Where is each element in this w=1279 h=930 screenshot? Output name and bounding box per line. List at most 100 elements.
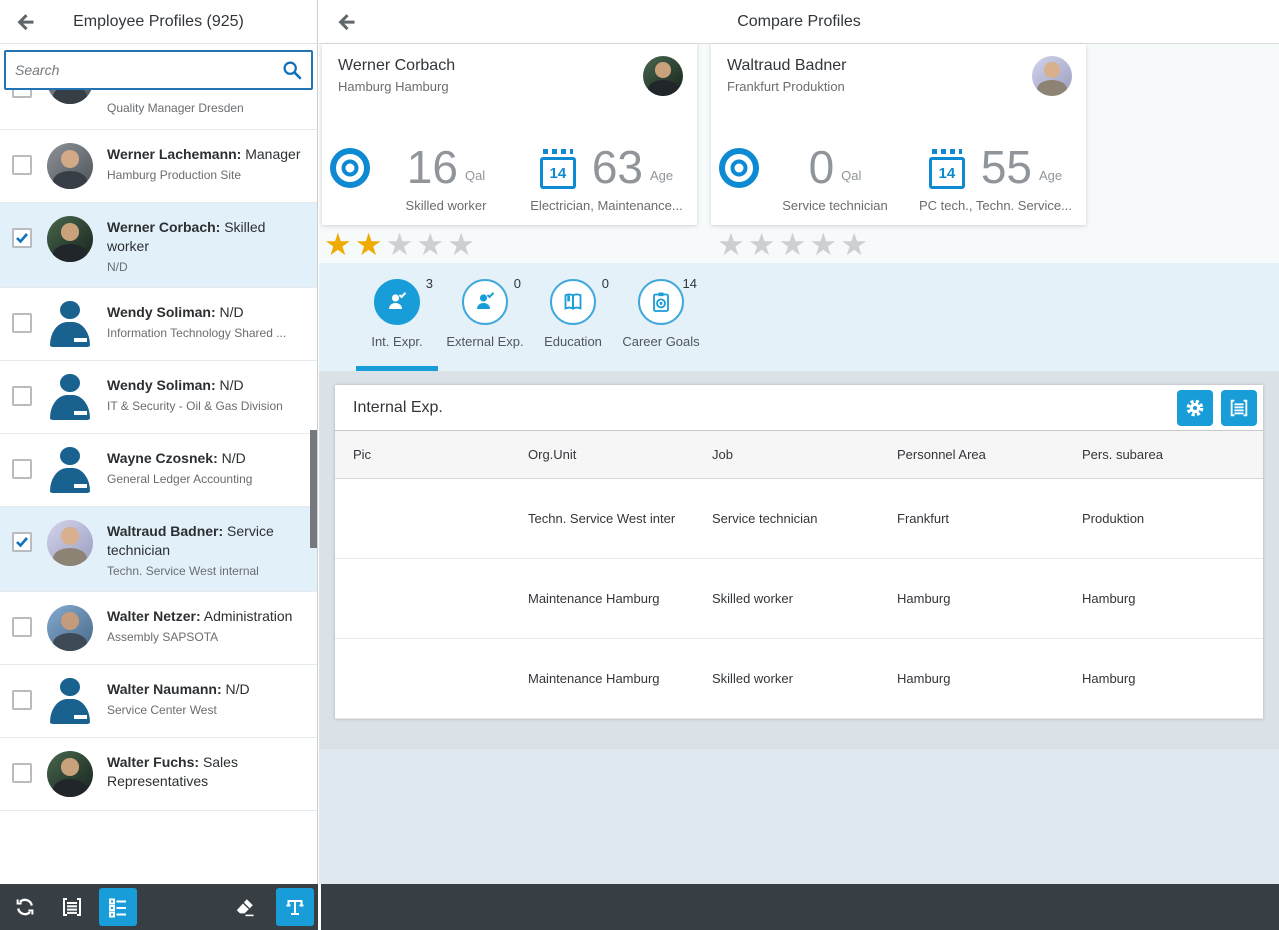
- compare-profiles-panel: Compare Profiles Werner Corbach Hamburg …: [319, 0, 1279, 884]
- list-item[interactable]: Wendy Soliman: N/D Information Technolog…: [0, 288, 317, 361]
- back-arrow-icon: [13, 10, 37, 34]
- table-row[interactable]: Techn. Service West inter Service techni…: [335, 479, 1263, 559]
- qualification-caption: Service technician: [782, 198, 888, 213]
- profile-name: Werner Corbach: [338, 57, 681, 75]
- table-row[interactable]: Maintenance Hamburg Skilled worker Hambu…: [335, 559, 1263, 639]
- employee-name: Walter Naumann:: [107, 681, 222, 697]
- avatar: [47, 216, 93, 262]
- age-unit: Age: [650, 168, 673, 183]
- checkbox[interactable]: [12, 617, 32, 637]
- sidebar-toolbar: [0, 884, 318, 930]
- list-item-subtitle: Assembly SAPSOTA: [107, 630, 292, 644]
- main-header: Compare Profiles: [319, 0, 1279, 44]
- tab-external-experience[interactable]: 0 External Exp.: [441, 263, 529, 371]
- checkbox-checked[interactable]: [12, 532, 32, 552]
- compare-button[interactable]: [276, 888, 314, 926]
- cell-org-unit: Maintenance Hamburg: [510, 591, 694, 606]
- avatar: [643, 56, 683, 96]
- cell-personnel-area: Frankfurt: [879, 511, 1064, 526]
- star-rating[interactable]: ★★★★★: [324, 227, 478, 263]
- checkbox[interactable]: [12, 459, 32, 479]
- employee-profiles-panel: Employee Profiles (925) Quality Manager …: [0, 0, 318, 884]
- checkbox[interactable]: [12, 313, 32, 333]
- sidebar-scrollbar-thumb[interactable]: [310, 430, 317, 548]
- sidebar-header: Employee Profiles (925): [0, 0, 317, 44]
- profiles-compare-zone: Werner Corbach Hamburg Hamburg 16 Qal Sk…: [319, 44, 1279, 263]
- list-item[interactable]: Walter Naumann: N/D Service Center West: [0, 665, 317, 738]
- cell-org-unit: Maintenance Hamburg: [510, 671, 694, 686]
- list-item[interactable]: Wayne Czosnek: N/D General Ledger Accoun…: [0, 434, 317, 507]
- checkbox[interactable]: [12, 90, 32, 98]
- table-view-button[interactable]: [1221, 390, 1257, 426]
- list-item[interactable]: Walter Fuchs: Sales Representatives: [0, 738, 317, 811]
- qualification-count: 16: [407, 144, 458, 190]
- profile-card: Werner Corbach Hamburg Hamburg 16 Qal Sk…: [322, 44, 697, 225]
- table-view-toggle-button[interactable]: [53, 888, 91, 926]
- table-row[interactable]: Maintenance Hamburg Skilled worker Hambu…: [335, 639, 1263, 719]
- table-title: Internal Exp.: [353, 399, 1169, 417]
- checkbox[interactable]: [12, 690, 32, 710]
- age-value: 55: [981, 144, 1032, 190]
- sidebar-back-button[interactable]: [10, 7, 40, 37]
- avatar: [47, 605, 93, 651]
- checkbox[interactable]: [12, 155, 32, 175]
- compare-profiles-app: Employee Profiles (925) Quality Manager …: [0, 0, 1279, 930]
- settings-button[interactable]: [1177, 390, 1213, 426]
- cell-job: Skilled worker: [694, 671, 879, 686]
- avatar: [47, 751, 93, 797]
- internal-experience-panel: Internal Exp. Pic Org.Unit: [335, 385, 1263, 719]
- target-icon: [330, 148, 370, 188]
- tab-label: Int. Expr.: [353, 334, 441, 349]
- tab-education[interactable]: 0 Education: [529, 263, 617, 371]
- column-header: Org.Unit: [510, 447, 694, 462]
- main-back-button[interactable]: [331, 7, 361, 37]
- bullet-list-icon: [106, 895, 130, 919]
- list-view-toggle-button[interactable]: [99, 888, 137, 926]
- cell-job: Service technician: [694, 511, 879, 526]
- tab-label: Education: [529, 334, 617, 349]
- cell-job: Skilled worker: [694, 591, 879, 606]
- search-bar: [0, 44, 317, 90]
- clear-selection-button[interactable]: [226, 888, 264, 926]
- employee-role: Administration: [204, 608, 293, 624]
- profile-location: Frankfurt Produktion: [727, 79, 1070, 94]
- list-item[interactable]: Werner Corbach: Skilled worker N/D: [0, 203, 317, 288]
- search-input[interactable]: [4, 50, 313, 90]
- list-item[interactable]: Wendy Soliman: N/D IT & Security - Oil &…: [0, 361, 317, 434]
- icon-tab-bar: 3 Int. Expr. 0 External Exp. 0 Education: [319, 263, 1279, 371]
- placeholder-person-icon: [47, 374, 93, 420]
- column-header: Job: [694, 447, 879, 462]
- age-unit: Age: [1039, 168, 1062, 183]
- profile-location: Hamburg Hamburg: [338, 79, 681, 94]
- list-item[interactable]: Walter Netzer: Administration Assembly S…: [0, 592, 317, 665]
- list-item[interactable]: Werner Lachemann: Manager Hamburg Produc…: [0, 130, 317, 203]
- search-icon[interactable]: [281, 59, 303, 81]
- employee-role: Manager: [245, 146, 300, 162]
- tab-count: 0: [602, 276, 609, 291]
- star-rating[interactable]: ★★★★★: [717, 227, 871, 263]
- eraser-icon: [233, 895, 257, 919]
- tab-career-goals[interactable]: 14 Career Goals: [617, 263, 705, 371]
- gear-icon: [1184, 397, 1206, 419]
- placeholder-person-icon: [47, 447, 93, 493]
- cell-personnel-area: Hamburg: [879, 671, 1064, 686]
- tab-internal-experience[interactable]: 3 Int. Expr.: [353, 263, 441, 371]
- tab-label: External Exp.: [441, 334, 529, 349]
- list-item-partial[interactable]: Quality Manager Dresden: [0, 90, 317, 130]
- checkbox[interactable]: [12, 763, 32, 783]
- list-item[interactable]: Waltraud Badner: Service technician Tech…: [0, 507, 317, 592]
- refresh-button[interactable]: [6, 888, 44, 926]
- refresh-icon: [13, 895, 37, 919]
- employee-role: N/D: [222, 450, 246, 466]
- employee-name: Walter Netzer:: [107, 608, 201, 624]
- checkbox-checked[interactable]: [12, 228, 32, 248]
- profile-name: Waltraud Badner: [727, 57, 1070, 75]
- column-header: Pers. subarea: [1064, 447, 1263, 462]
- employee-name: Walter Fuchs:: [107, 754, 199, 770]
- avatar: [47, 143, 93, 189]
- main-toolbar: [321, 884, 1279, 930]
- checkbox[interactable]: [12, 386, 32, 406]
- list-item-subtitle: IT & Security - Oil & Gas Division: [107, 399, 283, 413]
- clipboard-target-icon: [638, 279, 684, 325]
- employee-role: N/D: [220, 377, 244, 393]
